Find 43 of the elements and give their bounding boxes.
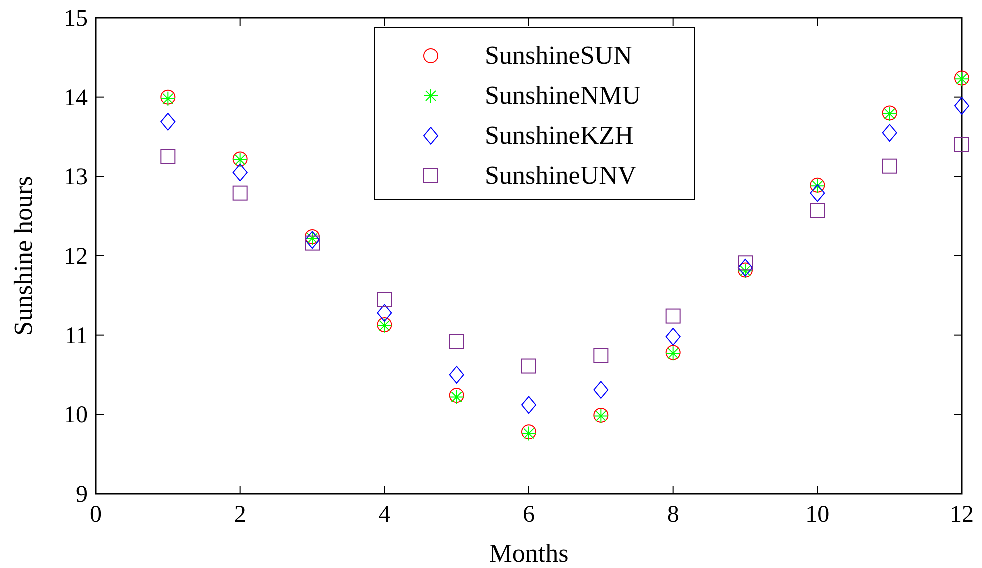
- x-tick-label: 4: [378, 502, 391, 528]
- point: [954, 137, 970, 152]
- point: [666, 308, 681, 324]
- point: [522, 358, 536, 374]
- legend-label: SunshineNMU: [485, 81, 642, 110]
- y-tick-label: 15: [64, 6, 88, 32]
- x-axis-title: Months: [489, 539, 569, 568]
- y-tick-label: 10: [64, 402, 88, 429]
- point: [160, 149, 176, 164]
- point: [810, 203, 826, 218]
- point: [449, 366, 464, 384]
- y-tick-label: 12: [64, 244, 88, 270]
- point: [232, 164, 248, 182]
- x-tick-label: 0: [90, 502, 102, 528]
- point: [377, 304, 392, 322]
- point: [666, 328, 681, 346]
- y-tick-label: 11: [64, 323, 88, 350]
- point: [449, 334, 464, 350]
- point: [377, 292, 392, 308]
- x-tick-label: 10: [806, 502, 830, 528]
- x-tick-label: 2: [234, 502, 246, 528]
- legend-label: SunshineUNV: [485, 161, 637, 190]
- point: [594, 348, 609, 364]
- point: [232, 186, 248, 201]
- x-tick-label: 6: [523, 502, 535, 528]
- x-tick-label: 12: [950, 502, 974, 528]
- point: [954, 97, 970, 115]
- y-tick-label: 14: [64, 85, 88, 112]
- x-tick-label: 8: [667, 502, 680, 528]
- legend-label: SunshineKZH: [485, 121, 634, 150]
- point: [305, 231, 320, 250]
- y-axis-title: Sunshine hours: [9, 176, 38, 336]
- point: [160, 113, 176, 131]
- point: [810, 184, 826, 202]
- point: [305, 236, 320, 251]
- point: [738, 259, 753, 277]
- point: [882, 124, 898, 142]
- y-tick-label: 9: [76, 482, 88, 508]
- legend-label: SunshineSUN: [485, 41, 633, 70]
- y-tick-label: 13: [64, 164, 88, 191]
- point: [882, 158, 898, 174]
- point: [594, 381, 609, 399]
- point: [522, 396, 536, 414]
